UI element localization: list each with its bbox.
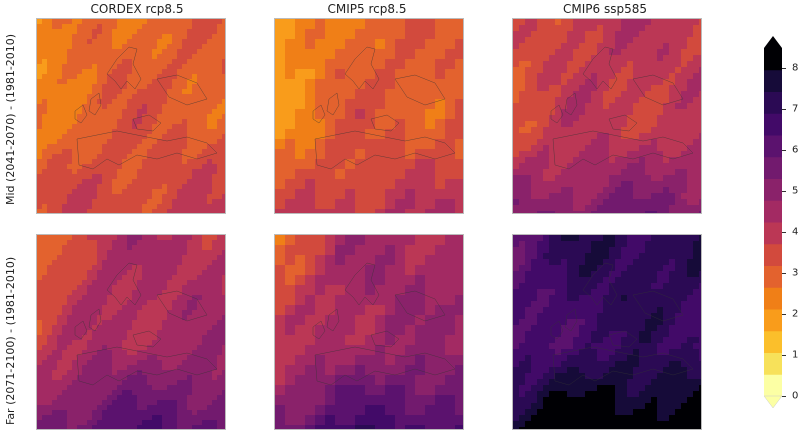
- coastline-0: [344, 46, 380, 90]
- map-panel-far-cmip5: [274, 234, 464, 430]
- colorbar-segment: [764, 222, 782, 245]
- colorbar-segment: [764, 91, 782, 114]
- coastline-1: [550, 320, 564, 340]
- colorbar-segment: [764, 265, 782, 288]
- coastline-0: [344, 262, 380, 306]
- coastline-1: [312, 104, 326, 124]
- colorbar-extend-min: [764, 395, 782, 408]
- coastline-2: [88, 308, 102, 332]
- colorbar-segment: [764, 330, 782, 353]
- column-title-cmip6: CMIP6 ssp585: [563, 2, 647, 16]
- coastline-2: [88, 92, 102, 116]
- colorbar-tick-label: 2: [792, 308, 799, 320]
- colorbar-segment: [764, 178, 782, 201]
- row-title-far: Far (2071-2100) - (1981-2010): [4, 256, 17, 425]
- colorbar-segment: [764, 287, 782, 310]
- coastline-5: [370, 114, 400, 132]
- colorbar-tick-label: 7: [792, 103, 799, 115]
- map-panel-mid-cordex: [36, 18, 226, 214]
- row-title-mid: Mid (2041-2070) - (1981-2010): [4, 33, 17, 205]
- colorbar-segment: [764, 309, 782, 332]
- coastline-0: [106, 46, 142, 90]
- map-panel-far-cordex: [36, 234, 226, 430]
- coastline-2: [326, 308, 340, 332]
- colorbar-tick-mark: [782, 68, 786, 70]
- map-panel-far-cmip6: [512, 234, 702, 430]
- column-title-cordex: CORDEX rcp8.5: [90, 2, 184, 16]
- colorbar-segment: [764, 69, 782, 92]
- coastline-0: [582, 46, 618, 90]
- coastline-0: [106, 262, 142, 306]
- colorbar-tick-mark: [782, 314, 786, 316]
- coastline-4: [394, 290, 446, 322]
- colorbar-tick-mark: [782, 109, 786, 111]
- coastline-5: [370, 330, 400, 348]
- coastline-3: [314, 346, 456, 386]
- coastline-3: [552, 346, 694, 386]
- colorbar-tick-mark: [782, 273, 786, 275]
- coastline-2: [564, 308, 578, 332]
- coastline-1: [74, 320, 88, 340]
- coastline-3: [552, 130, 694, 170]
- coastline-2: [326, 92, 340, 116]
- colorbar-tick-label: 4: [792, 226, 799, 238]
- coastline-5: [132, 330, 162, 348]
- coastline-3: [76, 346, 218, 386]
- coastline-4: [632, 290, 684, 322]
- colorbar-tick-mark: [782, 191, 786, 193]
- colorbar-tick-mark: [782, 396, 786, 397]
- colorbar-segment: [764, 243, 782, 266]
- coastline-4: [632, 74, 684, 106]
- colorbar-segment: [764, 374, 782, 397]
- coastline-5: [608, 114, 638, 132]
- coastline-0: [582, 262, 618, 306]
- coastline-4: [394, 74, 446, 106]
- colorbar-tick-label: 5: [792, 185, 799, 197]
- colorbar-segment: [764, 113, 782, 136]
- colorbar-tick-label: 3: [792, 267, 799, 279]
- colorbar-extend-max: [764, 36, 782, 48]
- colorbar-tick-mark: [782, 355, 786, 357]
- coastline-1: [550, 104, 564, 124]
- coastline-3: [314, 130, 456, 170]
- coastline-3: [76, 130, 218, 170]
- colorbar-tick-label: 0: [792, 390, 799, 402]
- colorbar-segment: [764, 48, 782, 71]
- coastline-1: [74, 104, 88, 124]
- column-title-cmip5: CMIP5 rcp8.5: [327, 2, 407, 16]
- colorbar-tick-mark: [782, 150, 786, 152]
- coastline-5: [132, 114, 162, 132]
- colorbar-segment: [764, 200, 782, 223]
- coastline-4: [156, 74, 208, 106]
- colorbar-tick-label: 8: [792, 62, 799, 74]
- map-panel-mid-cmip5: [274, 18, 464, 214]
- coastline-1: [312, 320, 326, 340]
- colorbar-tick-mark: [782, 232, 786, 234]
- colorbar-tick-label: 6: [792, 144, 799, 156]
- colorbar-segment: [764, 135, 782, 158]
- colorbar-segment: [764, 156, 782, 179]
- colorbar: [764, 36, 782, 408]
- coastline-4: [156, 290, 208, 322]
- colorbar-segment: [764, 352, 782, 375]
- colorbar-tick-label: 1: [792, 349, 799, 361]
- coastline-5: [608, 330, 638, 348]
- coastline-2: [564, 92, 578, 116]
- map-panel-mid-cmip6: [512, 18, 702, 214]
